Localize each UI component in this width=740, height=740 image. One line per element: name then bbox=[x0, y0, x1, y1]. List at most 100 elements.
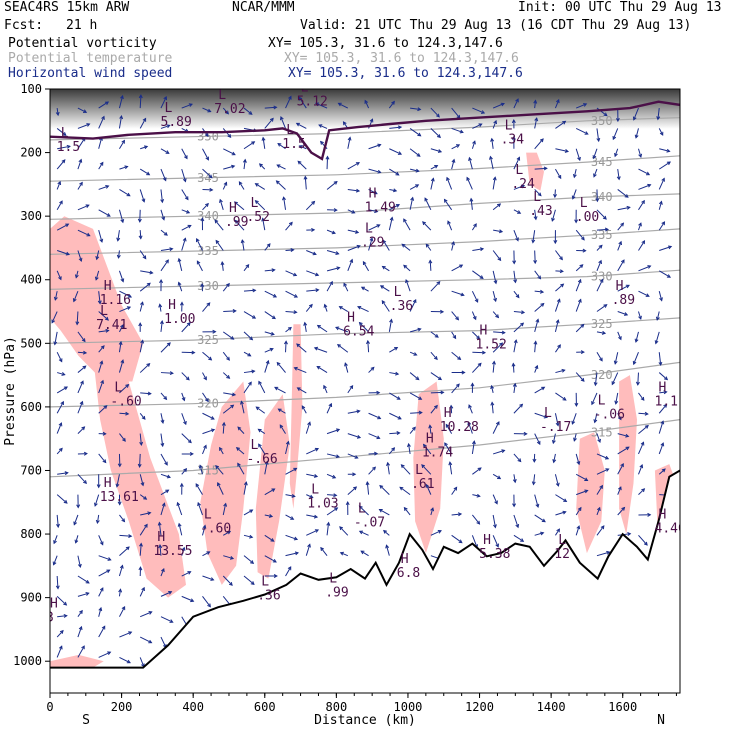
extremum-value: .89 bbox=[612, 293, 635, 308]
wind-vector bbox=[534, 209, 537, 220]
wind-arrowhead bbox=[196, 260, 201, 265]
wind-arrowhead bbox=[83, 109, 88, 113]
wind-arrowhead bbox=[148, 639, 153, 644]
wind-vector bbox=[401, 243, 411, 251]
wind-arrowhead bbox=[121, 139, 125, 144]
pv-extremum: L.34 bbox=[501, 119, 525, 148]
extremum-mark: L bbox=[218, 88, 226, 103]
wind-arrowhead bbox=[235, 447, 241, 451]
wind-vector bbox=[53, 555, 58, 565]
wind-vector bbox=[255, 200, 266, 211]
wind-vector bbox=[285, 566, 292, 577]
wind-arrowhead bbox=[78, 625, 83, 631]
extremum-value: 13.55 bbox=[153, 544, 192, 559]
wind-arrowhead bbox=[228, 581, 233, 586]
wind-arrowhead bbox=[355, 162, 361, 166]
wind-arrowhead bbox=[313, 346, 319, 351]
wind-vector bbox=[243, 381, 252, 394]
wind-arrowhead bbox=[593, 419, 598, 424]
wind-arrowhead bbox=[210, 416, 215, 420]
wind-vector bbox=[430, 331, 439, 338]
wind-vector bbox=[638, 412, 648, 415]
wind-arrowhead bbox=[415, 168, 420, 173]
extremum-value: 12 bbox=[554, 547, 570, 562]
wind-vector bbox=[430, 178, 434, 190]
wind-vector bbox=[243, 534, 253, 538]
wind-vector bbox=[404, 507, 411, 516]
wind-arrowhead bbox=[599, 278, 604, 283]
wind-arrowhead bbox=[147, 391, 152, 396]
wind-vector bbox=[140, 611, 152, 618]
wind-vector bbox=[513, 453, 522, 462]
wind-arrowhead bbox=[250, 581, 255, 585]
wind-arrowhead bbox=[254, 199, 259, 204]
wind-vector bbox=[534, 341, 537, 353]
wind-arrowhead bbox=[238, 181, 243, 186]
wind-arrowhead bbox=[451, 240, 455, 246]
wind-arrowhead bbox=[458, 539, 463, 544]
wind-vector bbox=[326, 403, 332, 414]
pv-extremum: H1.1 bbox=[655, 381, 678, 410]
wind-arrowhead bbox=[446, 176, 450, 181]
wind-arrowhead bbox=[532, 458, 537, 463]
wind-arrowhead bbox=[99, 360, 104, 365]
wind-arrowhead bbox=[556, 528, 560, 533]
wind-arrowhead bbox=[334, 507, 339, 512]
wind-vector bbox=[409, 128, 421, 137]
wind-arrowhead bbox=[663, 390, 668, 395]
wind-arrowhead bbox=[179, 301, 184, 306]
wind-vector bbox=[638, 184, 651, 190]
wind-vector bbox=[285, 534, 298, 540]
wind-vector bbox=[552, 433, 556, 444]
extremum-mark: H bbox=[659, 508, 667, 523]
wind-vector bbox=[139, 433, 142, 445]
wind-arrowhead bbox=[73, 521, 78, 526]
wind-vector bbox=[555, 250, 563, 260]
wind-vector bbox=[337, 344, 349, 353]
wind-vector bbox=[472, 467, 482, 475]
wind-arrowhead bbox=[232, 309, 237, 314]
wind-vector bbox=[202, 596, 211, 608]
wind-vector bbox=[638, 168, 650, 176]
wind-vector bbox=[56, 494, 68, 504]
wind-arrowhead bbox=[51, 319, 55, 324]
wind-arrowhead bbox=[513, 339, 518, 344]
wind-arrowhead bbox=[320, 546, 325, 551]
wind-arrowhead bbox=[360, 550, 365, 555]
wind-vector bbox=[258, 381, 266, 394]
wind-vector bbox=[638, 223, 642, 231]
wind-vector bbox=[243, 370, 255, 374]
wind-vector bbox=[575, 507, 582, 516]
wind-arrowhead bbox=[248, 111, 253, 115]
wind-arrowhead bbox=[177, 522, 182, 527]
wind-vector bbox=[368, 224, 380, 231]
wind-arrowhead bbox=[53, 540, 57, 545]
wind-arrowhead bbox=[351, 209, 356, 214]
wind-arrowhead bbox=[415, 376, 420, 381]
wind-vector bbox=[95, 270, 100, 280]
wind-arrowhead bbox=[117, 501, 122, 506]
wind-vector bbox=[534, 386, 545, 394]
wind-arrowhead bbox=[661, 177, 665, 182]
wind-vector bbox=[513, 514, 519, 528]
wind-arrowhead bbox=[240, 239, 245, 244]
wind-arrowhead bbox=[660, 420, 665, 425]
wind-vector bbox=[243, 107, 253, 115]
wind-vector bbox=[57, 372, 65, 376]
wind-arrowhead bbox=[625, 446, 630, 451]
wind-arrowhead bbox=[120, 324, 124, 329]
extremum-value: .52 bbox=[246, 210, 269, 225]
pv-extremum: L-.07 bbox=[354, 501, 385, 530]
wind-vector bbox=[243, 159, 246, 170]
wind-arrowhead bbox=[448, 461, 453, 466]
extremum-value: .24 bbox=[511, 177, 535, 192]
wind-vector bbox=[513, 209, 521, 214]
y-tick-label: 500 bbox=[20, 336, 42, 350]
wind-arrowhead bbox=[258, 163, 263, 168]
wind-arrowhead bbox=[205, 398, 209, 403]
pv-region bbox=[576, 432, 605, 554]
wind-arrowhead bbox=[125, 411, 130, 416]
wind-arrowhead bbox=[186, 209, 191, 214]
wind-vector bbox=[285, 552, 299, 557]
wind-vector bbox=[202, 107, 211, 113]
